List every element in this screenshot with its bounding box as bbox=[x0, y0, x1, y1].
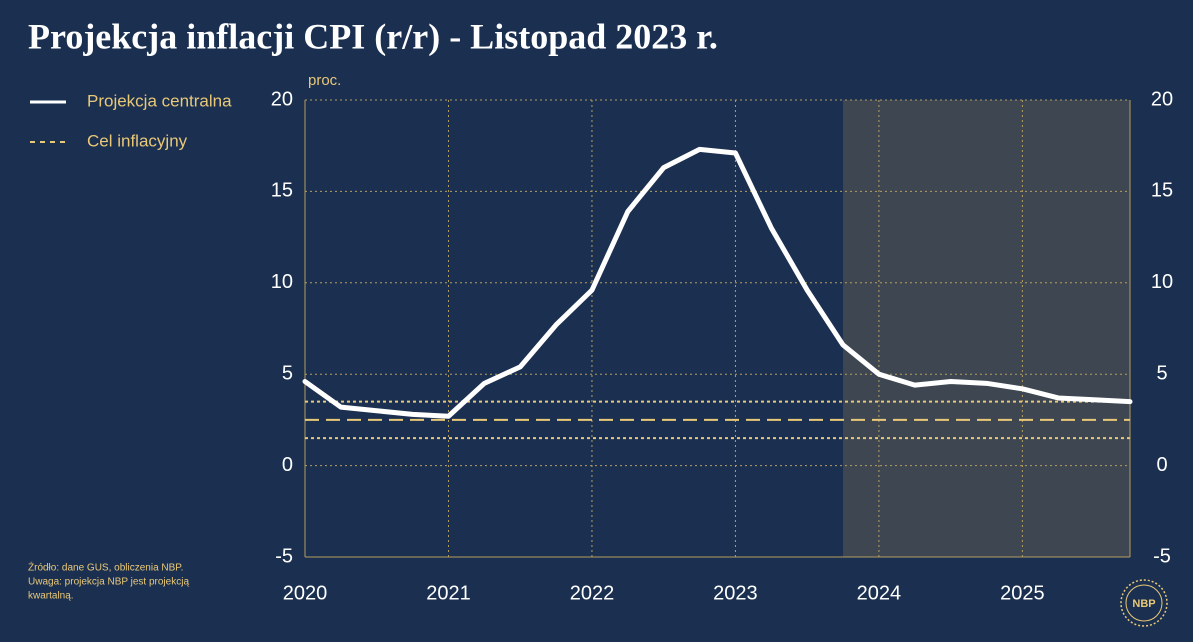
logo-text: NBP bbox=[1132, 598, 1155, 610]
x-tick-label: 2021 bbox=[426, 582, 471, 604]
chart-title: Projekcja inflacji CPI (r/r) - Listopad … bbox=[28, 16, 718, 56]
y2-tick-label: 5 bbox=[1156, 362, 1167, 384]
y2-tick-label: 0 bbox=[1156, 454, 1167, 476]
y-tick-label: 15 bbox=[271, 180, 293, 202]
y-tick-label: -5 bbox=[275, 545, 293, 567]
y-tick-label: 10 bbox=[271, 271, 293, 293]
x-tick-label: 2020 bbox=[283, 582, 328, 604]
legend-label: Cel inflacyjny bbox=[87, 131, 188, 150]
y-tick-label: 5 bbox=[282, 362, 293, 384]
x-tick-label: 2024 bbox=[857, 582, 902, 604]
y2-tick-label: -5 bbox=[1153, 545, 1171, 567]
logo-ring bbox=[1120, 579, 1168, 627]
y2-tick-label: 20 bbox=[1151, 88, 1173, 110]
x-tick-label: 2023 bbox=[713, 582, 758, 604]
footnote: kwartalną. bbox=[28, 591, 74, 602]
y2-tick-label: 15 bbox=[1151, 180, 1173, 202]
projection-area bbox=[843, 100, 1130, 557]
y-unit: proc. bbox=[308, 72, 341, 89]
logo-ring bbox=[1125, 584, 1163, 622]
y-tick-label: 20 bbox=[271, 88, 293, 110]
x-tick-label: 2025 bbox=[1000, 582, 1045, 604]
footnote: Uwaga: projekcja NBP jest projekcją bbox=[28, 577, 189, 588]
y2-tick-label: 10 bbox=[1151, 271, 1173, 293]
legend-label: Projekcja centralna bbox=[87, 91, 232, 110]
series-line bbox=[302, 146, 1133, 419]
x-tick-label: 2022 bbox=[570, 582, 615, 604]
footnote: Źródło: dane GUS, obliczenia NBP. bbox=[28, 561, 183, 574]
y-tick-label: 0 bbox=[282, 454, 293, 476]
